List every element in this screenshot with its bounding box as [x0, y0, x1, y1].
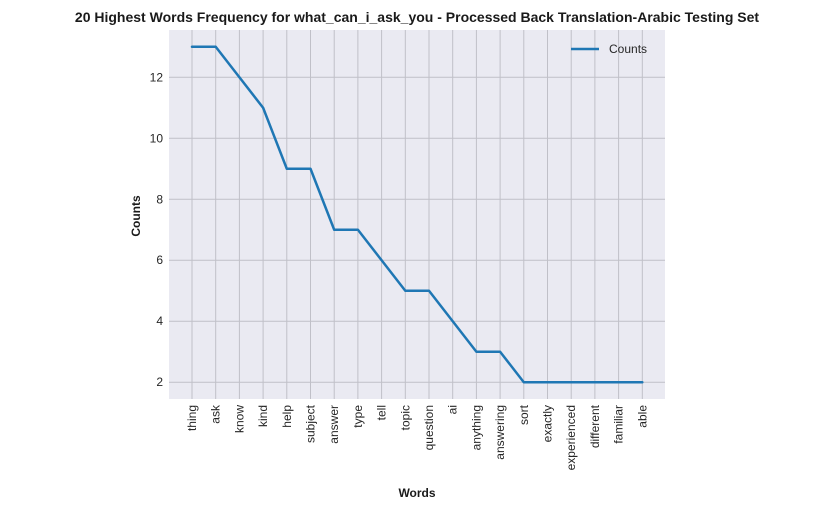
- x-tick-label: help: [280, 405, 294, 428]
- x-tick-labels: thing ask know kind help subject answer type tel…: [185, 404, 649, 470]
- x-tick-label: different: [588, 404, 602, 448]
- chart-title: 20 Highest Words Frequency for what_can_…: [75, 9, 759, 25]
- x-tick-label: ai: [446, 405, 460, 414]
- x-tick-label: exactly: [541, 405, 555, 442]
- x-tick-label: answer: [327, 405, 341, 444]
- x-tick-label: tell: [375, 405, 389, 420]
- y-tick-label: 12: [150, 70, 164, 84]
- x-tick-label: subject: [304, 404, 318, 443]
- legend-entry-counts: Counts: [609, 42, 647, 56]
- y-tick-label: 6: [156, 253, 163, 267]
- y-tick-label: 10: [150, 131, 164, 145]
- x-tick-label: anything: [469, 405, 483, 450]
- x-tick-label: answering: [493, 405, 507, 460]
- x-axis-label: Words: [398, 486, 435, 500]
- x-tick-label: know: [232, 405, 246, 433]
- x-tick-label: sort: [517, 404, 531, 425]
- legend: Counts: [571, 42, 647, 56]
- horizontal-gridlines: [169, 76, 665, 383]
- x-tick-label: thing: [185, 405, 199, 431]
- x-tick-label: familiar: [612, 405, 626, 444]
- y-tick-label: 4: [156, 314, 163, 328]
- y-tick-label: 8: [156, 192, 163, 206]
- y-axis-label: Counts: [129, 195, 143, 237]
- series-layer: [190, 45, 644, 384]
- x-tick-label: type: [351, 405, 365, 428]
- vertical-gridlines: [191, 30, 643, 399]
- plot-area: [169, 30, 665, 399]
- x-tick-label: ask: [209, 404, 223, 424]
- y-tick-labels: 2 4 6 8 10 12: [150, 70, 164, 389]
- x-tick-label: experienced: [564, 405, 578, 470]
- y-tick-label: 2: [156, 375, 163, 389]
- x-tick-label: able: [635, 405, 649, 428]
- x-tick-label: kind: [256, 405, 270, 427]
- series-line-counts: [190, 45, 644, 384]
- x-tick-label: topic: [398, 405, 412, 430]
- x-tick-label: question: [422, 405, 436, 450]
